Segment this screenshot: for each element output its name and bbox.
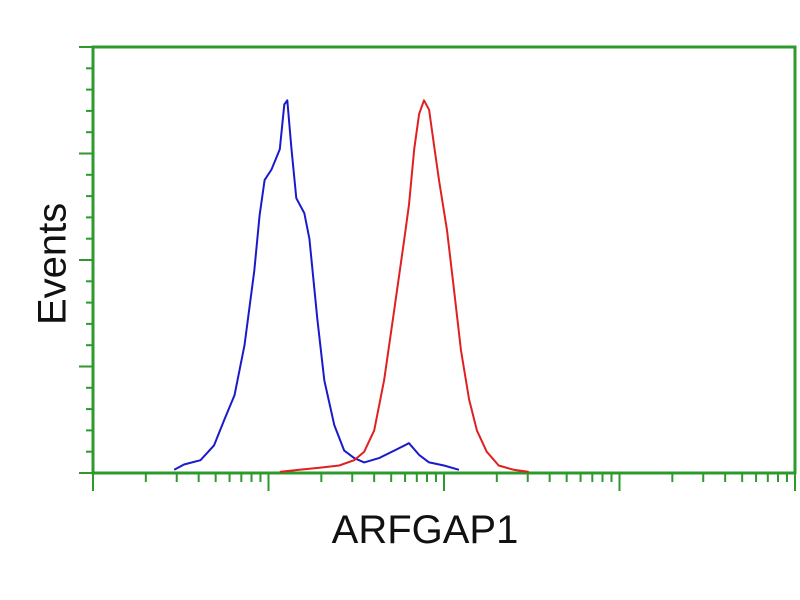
histogram-series-2: [279, 99, 529, 473]
histogram-series-1: [173, 99, 460, 471]
x-axis-label: ARFGAP1: [331, 508, 519, 552]
plot-frame: [91, 45, 797, 475]
y-axis-label: Events: [30, 202, 75, 325]
